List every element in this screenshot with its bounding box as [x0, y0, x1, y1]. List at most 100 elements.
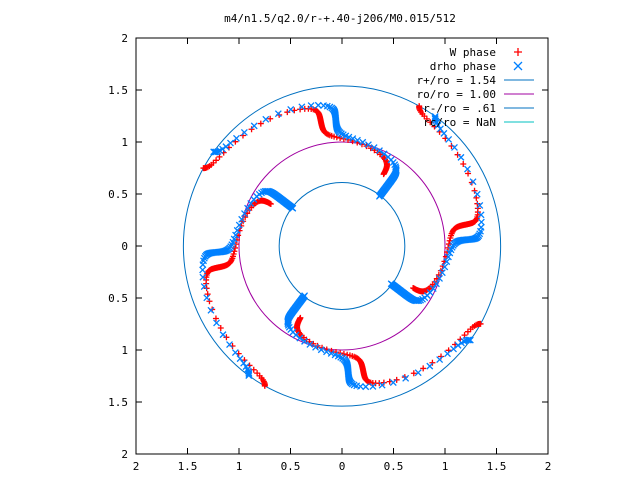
drho-phase-point — [233, 226, 241, 234]
w-phase-point — [410, 370, 417, 377]
drho-phase-point — [259, 188, 267, 196]
drho-phase-point — [445, 136, 453, 143]
w-phase-point — [461, 332, 468, 339]
drho-phase-point — [431, 114, 439, 122]
legend-label: ro/ro = 1.00 — [417, 88, 496, 101]
drho-phase-point — [261, 187, 269, 195]
drho-phase-point — [219, 331, 227, 339]
phase-points — [199, 101, 485, 391]
w-phase-point — [427, 119, 434, 126]
drho-phase-point — [210, 148, 218, 156]
w-phase-point — [445, 241, 452, 248]
w-phase-point — [212, 315, 219, 322]
drho-phase-point — [212, 148, 220, 156]
drho-phase-point — [301, 337, 308, 345]
drho-phase-point — [312, 343, 320, 351]
drho-phase-point — [216, 147, 224, 155]
y-tick-label: 1 — [121, 136, 128, 149]
drho-phase-point — [432, 119, 440, 127]
drho-phase-point — [469, 178, 477, 186]
drho-phase-point — [369, 382, 377, 390]
drho-phase-point — [207, 306, 215, 314]
drho-phase-point — [415, 297, 423, 305]
w-phase-point — [460, 161, 467, 168]
drho-phase-point — [389, 379, 397, 387]
w-phase-point — [465, 170, 472, 177]
drho-phase-point — [465, 336, 473, 344]
x-tick-label: 0 — [339, 460, 346, 473]
x-tick-label: 1 — [442, 460, 449, 473]
w-phase-point — [217, 324, 224, 331]
w-phase-point — [284, 109, 291, 116]
drho-phase-point — [199, 266, 207, 274]
drho-phase-point — [376, 147, 383, 155]
reference-circles — [182, 85, 502, 407]
x-tick-label: 0.5 — [281, 460, 301, 473]
drho-phase-point — [432, 280, 440, 288]
y-tick-label: 1 — [121, 344, 128, 357]
w-phase-point — [454, 151, 461, 158]
drho-phase-point — [231, 349, 239, 356]
drho-phase-point — [473, 190, 481, 198]
drho-phase-point — [240, 359, 248, 367]
w-phase-point — [420, 365, 427, 372]
drho-phase-point — [457, 153, 465, 161]
drho-phase-point — [441, 263, 449, 271]
drho-phase-point — [244, 365, 252, 373]
x-tick-label: 1.5 — [487, 460, 507, 473]
drho-phase-point — [454, 341, 462, 349]
y-tick-label: 1.5 — [108, 84, 128, 97]
drho-phase-point — [227, 139, 234, 147]
drho-phase-point — [364, 141, 372, 149]
drho-phase-point — [438, 269, 446, 277]
drho-phase-point — [450, 345, 457, 353]
drho-phase-point — [238, 215, 246, 223]
w-phase-point — [337, 135, 344, 142]
drho-phase-point — [296, 334, 304, 342]
y-tick-label: 1.5 — [108, 396, 128, 409]
drho-phase-point — [440, 129, 448, 137]
drho-phase-point — [477, 223, 485, 231]
circle-r-1 — [238, 141, 446, 351]
x-tick-label: 1.5 — [178, 460, 198, 473]
drho-phase-point — [245, 372, 253, 380]
drho-phase-point — [274, 110, 282, 118]
drho-phase-point — [226, 341, 233, 349]
w-phase-point — [257, 120, 264, 127]
legend-label: r-/ro = .61 — [423, 102, 496, 115]
drho-phase-point — [359, 138, 367, 146]
drho-phase-point — [241, 210, 248, 218]
drho-phase-point — [262, 115, 270, 123]
drho-phase-point — [436, 125, 444, 133]
drho-phase-point — [236, 355, 244, 363]
w-phase-point — [261, 382, 268, 389]
drho-phase-point — [298, 103, 306, 111]
legend-label: W phase — [450, 46, 496, 59]
drho-phase-point — [431, 112, 439, 120]
x-tick-label: 1 — [236, 460, 243, 473]
drho-phase-point — [327, 350, 335, 357]
drho-phase-point — [414, 369, 422, 377]
w-phase-point — [267, 115, 274, 122]
drho-phase-point — [317, 346, 325, 354]
drho-phase-point — [444, 350, 451, 358]
drho-phase-point — [323, 348, 330, 356]
drho-phase-point — [320, 102, 328, 109]
drho-phase-point — [464, 336, 472, 344]
drho-phase-point — [436, 356, 444, 364]
drho-phase-point — [444, 253, 452, 261]
drho-phase-point — [199, 261, 207, 269]
drho-phase-point — [431, 115, 439, 123]
w-phase-point — [250, 366, 257, 373]
drho-phase-point — [370, 144, 378, 151]
drho-phase-point — [380, 150, 388, 158]
w-phase-point — [223, 334, 230, 341]
drho-phase-point — [349, 135, 357, 142]
drho-phase-point — [463, 165, 471, 173]
drho-phase-point — [477, 218, 485, 226]
w-phase-point — [206, 298, 213, 305]
chart-title: m4/n1.5/q2.0/r-+.40-j206/M0.015/512 — [224, 12, 456, 25]
w-phase-point — [340, 350, 347, 357]
drho-phase-point — [362, 383, 370, 391]
